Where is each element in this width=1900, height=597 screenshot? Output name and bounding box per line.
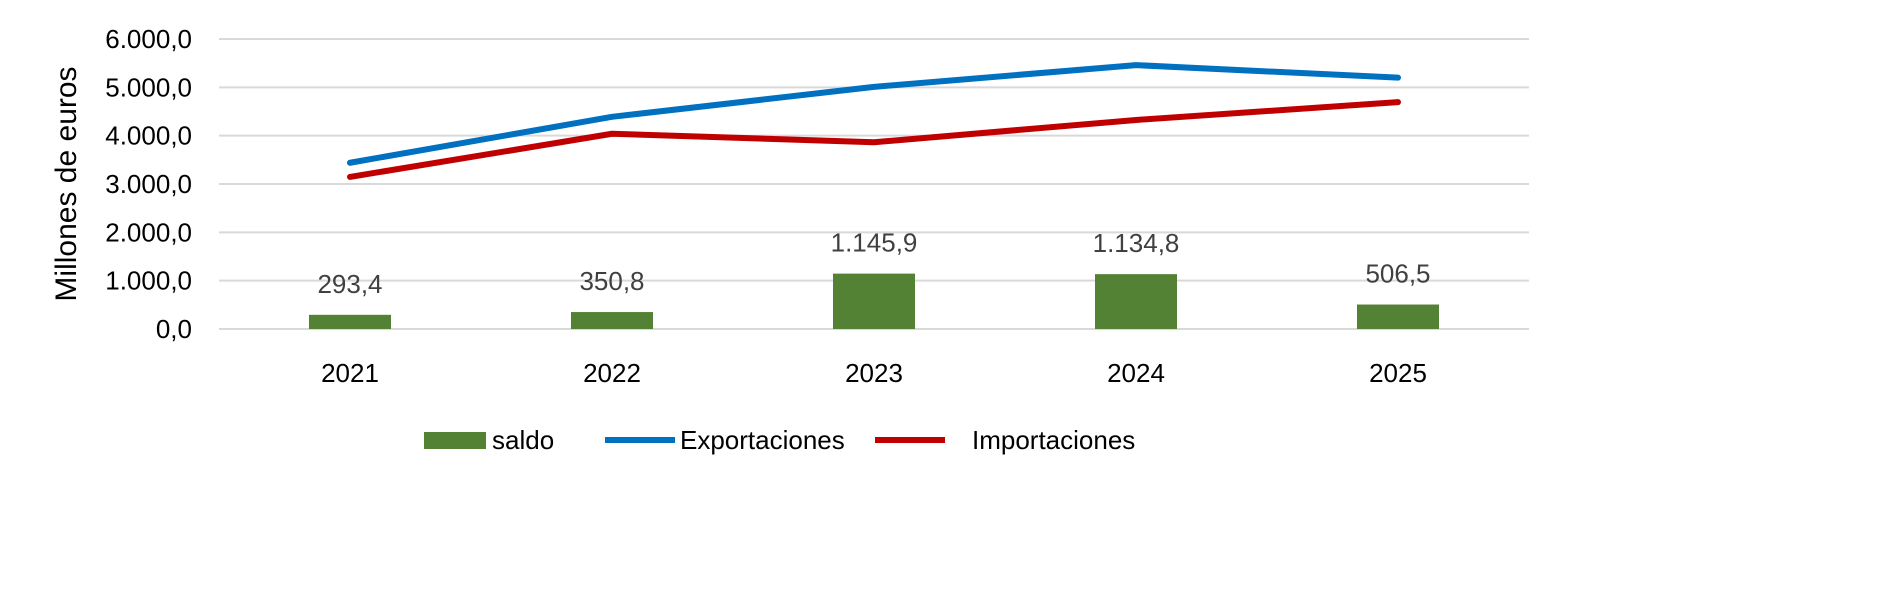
legend: saldo Exportaciones Importaciones xyxy=(424,425,1135,455)
bar-data-label: 1.145,9 xyxy=(831,228,918,258)
y-tick-label: 0,0 xyxy=(156,314,192,344)
bar-saldo xyxy=(1095,274,1177,329)
legend-swatch xyxy=(424,432,486,449)
bar-saldo xyxy=(833,273,915,329)
y-tick-label: 5.000,0 xyxy=(105,72,192,102)
lines xyxy=(347,62,1401,180)
bars: 293,4 350,8 1.145,9 1.134,8 506,5 xyxy=(309,228,1439,329)
x-tick-label: 2022 xyxy=(583,358,641,388)
x-tick-label: 2021 xyxy=(321,358,379,388)
y-tick-label: 6.000,0 xyxy=(105,24,192,54)
x-tick-label: 2023 xyxy=(845,358,903,388)
bar-data-label: 1.134,8 xyxy=(1093,228,1180,258)
y-tick-label: 3.000,0 xyxy=(105,169,192,199)
x-tick-label: 2025 xyxy=(1369,358,1427,388)
legend-label: Exportaciones xyxy=(680,425,845,455)
y-axis-label: Millones de euros xyxy=(50,66,83,301)
bar-saldo xyxy=(309,314,391,329)
bar-data-label: 293,4 xyxy=(317,269,382,299)
legend-label: Importaciones xyxy=(972,425,1135,455)
y-tick-label: 1.000,0 xyxy=(105,266,192,296)
y-tick-label: 2.000,0 xyxy=(105,217,192,247)
line-importaciones xyxy=(347,99,1401,180)
bar-data-label: 350,8 xyxy=(579,266,644,296)
y-tick-label: 4.000,0 xyxy=(105,121,192,151)
bar-saldo xyxy=(1357,304,1439,329)
line-exportaciones xyxy=(347,62,1401,166)
bar-saldo xyxy=(571,312,653,329)
legend-label: saldo xyxy=(492,425,554,455)
bar-data-label: 506,5 xyxy=(1365,259,1430,289)
y-axis-ticks: 0,0 1.000,0 2.000,0 3.000,0 4.000,0 5.000,0 6.… xyxy=(105,24,192,344)
x-axis-ticks: 2021 2022 2023 2024 2025 xyxy=(321,358,1427,388)
x-tick-label: 2024 xyxy=(1107,358,1165,388)
